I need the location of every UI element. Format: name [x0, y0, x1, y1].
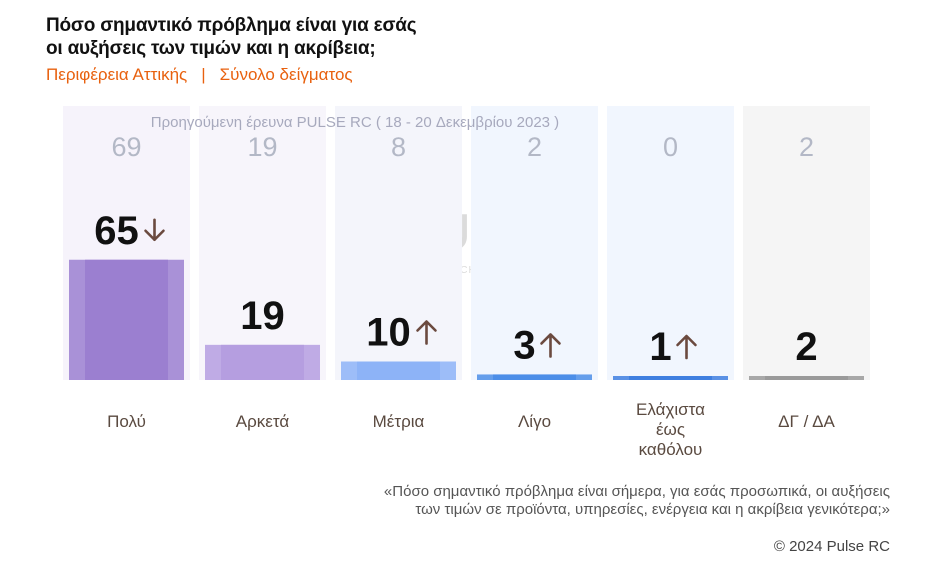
chart-title: Πόσο σημαντικό πρόβλημα είναι για εσάς ο… [46, 14, 417, 60]
previous-value-label: 2 [527, 132, 542, 162]
arrow-up-icon [416, 320, 437, 345]
title-line-1: Πόσο σημαντικό πρόβλημα είναι για εσάς [46, 15, 417, 36]
category-label: Αρκετά [236, 412, 290, 431]
value-label: 65 [94, 209, 139, 253]
copyright: © 2024 Pulse RC [773, 538, 890, 555]
bar-core [221, 344, 304, 380]
column-background [607, 106, 734, 380]
value-label: 10 [366, 311, 411, 355]
subtitle-separator: | [201, 65, 206, 84]
value-label: 2 [795, 325, 817, 369]
bar-core [357, 361, 440, 380]
column-background [199, 106, 326, 380]
column-background [743, 106, 870, 380]
footnote-line-2: των τιμών σε προϊόντα, υπηρεσίες, ενέργε… [415, 501, 890, 518]
bar-core [85, 259, 168, 380]
previous-value-label: 19 [247, 132, 277, 162]
arrow-up-icon [540, 333, 561, 358]
bar-core [493, 374, 576, 380]
bar-core [629, 376, 712, 380]
value-label: 19 [240, 294, 285, 338]
question-footnote: «Πόσο σημαντικό πρόβλημα είναι σήμερα, γ… [330, 483, 890, 519]
value-label: 3 [513, 323, 535, 367]
category-label: Ελάχιστα έως καθόλου [636, 400, 705, 459]
category-label: ΔΓ / ΔΑ [778, 412, 835, 431]
footnote-line-1: «Πόσο σημαντικό πρόβλημα είναι σήμερα, γ… [383, 483, 890, 500]
bar-chart: PULSERESEARCH & CONSULTING6965Πολύ1919Αρ… [63, 106, 870, 459]
column-background [335, 106, 462, 380]
value-label: 1 [649, 325, 671, 369]
bar-core [765, 376, 848, 380]
chart-subtitle: Περιφέρεια Αττικής | Σύνολο δείγματος [46, 65, 353, 85]
category-label: Λίγο [518, 412, 551, 431]
previous-survey-label: Προηγούμενη έρευνα PULSE RC ( 18 - 20 Δε… [151, 114, 559, 131]
title-line-2: οι αυξήσεις των τιμών και η ακρίβεια; [46, 38, 376, 59]
previous-value-label: 2 [799, 132, 814, 162]
subtitle-region: Περιφέρεια Αττικής [46, 65, 188, 84]
category-label: Πολύ [107, 412, 146, 431]
previous-value-label: 8 [391, 132, 406, 162]
subtitle-sample: Σύνολο δείγματος [219, 65, 353, 84]
column-background [471, 106, 598, 380]
arrow-down-icon [144, 218, 165, 242]
previous-value-label: 0 [663, 132, 678, 162]
category-label: Μέτρια [373, 412, 425, 431]
arrow-up-icon [676, 334, 697, 360]
previous-value-label: 69 [111, 132, 141, 162]
